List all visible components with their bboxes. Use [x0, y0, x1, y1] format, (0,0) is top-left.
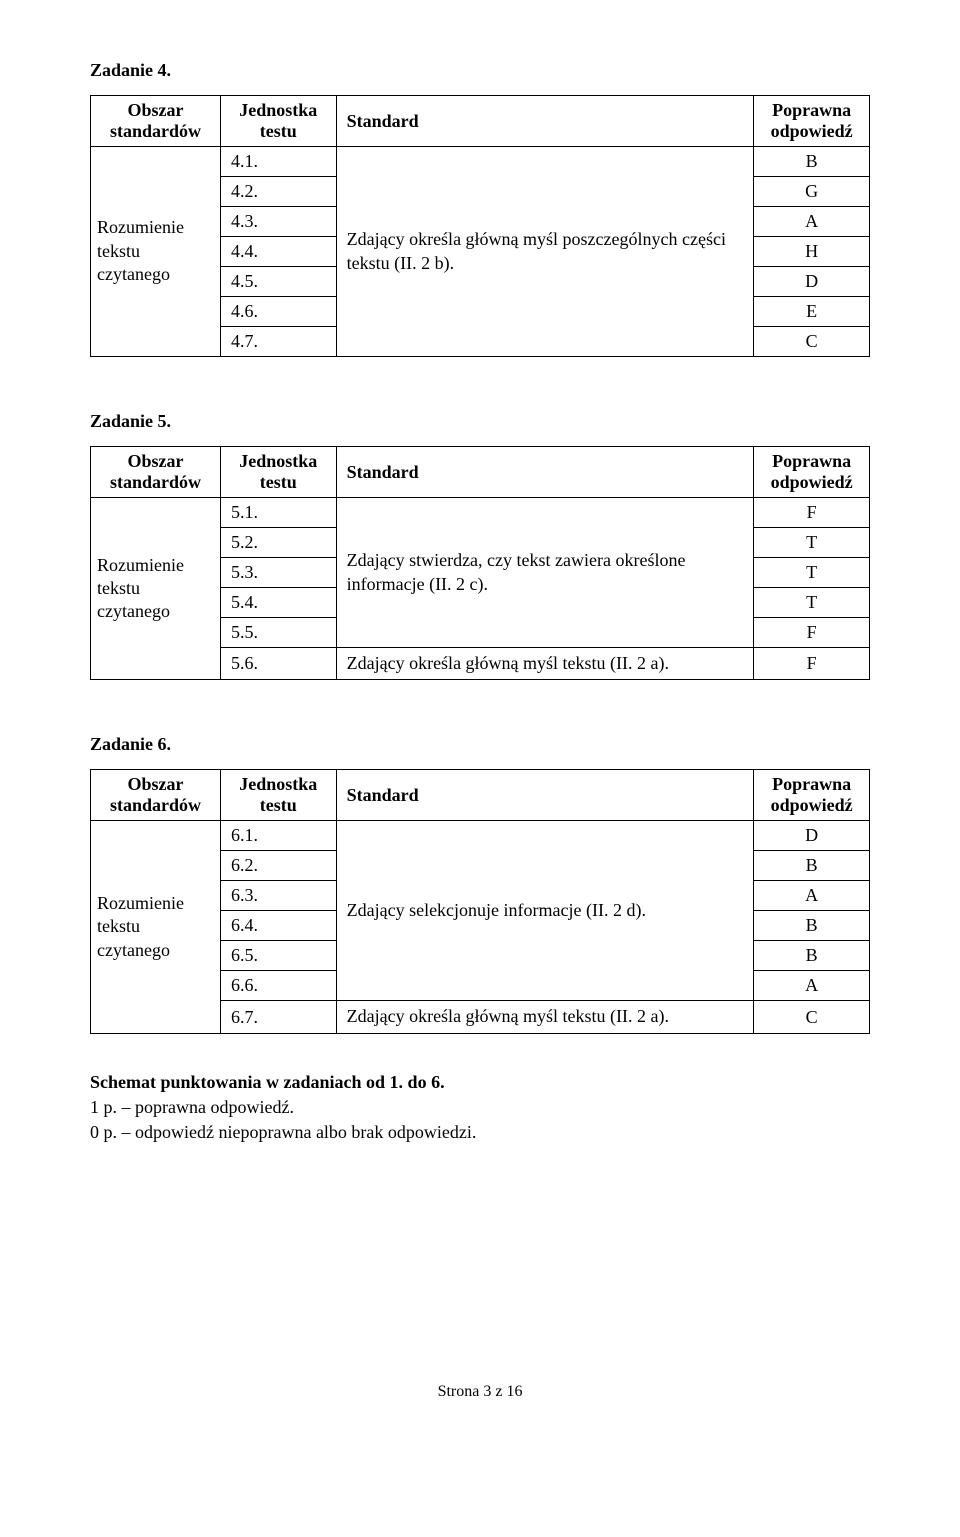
task4-title: Zadanie 4. [90, 60, 870, 81]
task4-unit: 4.6. [220, 297, 336, 327]
task5-title: Zadanie 5. [90, 411, 870, 432]
task6-ans: B [754, 941, 870, 971]
task5-standard-2: Zdający określa główną myśl tekstu (II. … [336, 648, 754, 680]
task4-unit: 4.2. [220, 177, 336, 207]
task5-ans: F [754, 618, 870, 648]
task4-hdr-unit: Jednostka testu [220, 96, 336, 147]
scoring-line-1p: 1 p. – poprawna odpowiedź. [90, 1097, 870, 1118]
page-footer: Strona 3 z 16 [90, 1383, 870, 1401]
task5-hdr-std: Standard [336, 447, 754, 498]
task6-ans: B [754, 851, 870, 881]
task4-ans: D [754, 267, 870, 297]
task6-hdr-ans: Poprawna odpowiedź [754, 770, 870, 821]
task4-unit: 4.5. [220, 267, 336, 297]
scoring-title: Schemat punktowania w zadaniach od 1. do… [90, 1072, 870, 1093]
task6-unit: 6.1. [220, 821, 336, 851]
task4-ans: C [754, 327, 870, 357]
task6-hdr-std: Standard [336, 770, 754, 821]
task6-ans: C [754, 1001, 870, 1033]
task4-standard: Zdający określa główną myśl poszczególny… [336, 147, 754, 357]
task6-unit: 6.4. [220, 911, 336, 941]
task6-standard-1: Zdający selekcjonuje informacje (II. 2 d… [336, 821, 754, 1001]
task6-ans: B [754, 911, 870, 941]
task4-area: Rozumienie tekstu czytanego [91, 147, 221, 357]
task5-area: Rozumienie tekstu czytanego [91, 498, 221, 680]
task6-table: Obszar standardów Jednostka testu Standa… [90, 769, 870, 1033]
task4-ans: E [754, 297, 870, 327]
task5-table: Obszar standardów Jednostka testu Standa… [90, 446, 870, 680]
task6-title: Zadanie 6. [90, 734, 870, 755]
task5-unit: 5.2. [220, 528, 336, 558]
task6-unit: 6.6. [220, 971, 336, 1001]
task5-ans: F [754, 648, 870, 680]
task5-unit: 5.1. [220, 498, 336, 528]
task4-ans: G [754, 177, 870, 207]
task5-hdr-unit: Jednostka testu [220, 447, 336, 498]
task5-standard-1: Zdający stwierdza, czy tekst zawiera okr… [336, 498, 754, 648]
task4-hdr-std: Standard [336, 96, 754, 147]
task4-ans: H [754, 237, 870, 267]
task5-hdr-area: Obszar standardów [91, 447, 221, 498]
task6-ans: D [754, 821, 870, 851]
task6-unit: 6.3. [220, 881, 336, 911]
task4-hdr-ans: Poprawna odpowiedź [754, 96, 870, 147]
task4-table: Obszar standardów Jednostka testu Standa… [90, 95, 870, 357]
task5-ans: T [754, 588, 870, 618]
task6-ans: A [754, 971, 870, 1001]
task5-unit: 5.4. [220, 588, 336, 618]
task6-ans: A [754, 881, 870, 911]
task5-unit: 5.3. [220, 558, 336, 588]
task4-unit: 4.7. [220, 327, 336, 357]
task4-ans: A [754, 207, 870, 237]
task6-hdr-unit: Jednostka testu [220, 770, 336, 821]
task4-hdr-area: Obszar standardów [91, 96, 221, 147]
task4-unit: 4.1. [220, 147, 336, 177]
task5-ans: F [754, 498, 870, 528]
task4-ans: B [754, 147, 870, 177]
task6-unit: 6.7. [220, 1001, 336, 1033]
task5-unit: 5.5. [220, 618, 336, 648]
task5-unit: 5.6. [220, 648, 336, 680]
task5-ans: T [754, 528, 870, 558]
task6-unit: 6.5. [220, 941, 336, 971]
task4-unit: 4.4. [220, 237, 336, 267]
task6-hdr-area: Obszar standardów [91, 770, 221, 821]
task4-unit: 4.3. [220, 207, 336, 237]
task6-unit: 6.2. [220, 851, 336, 881]
scoring-line-0p: 0 p. – odpowiedź niepoprawna albo brak o… [90, 1122, 870, 1143]
task5-ans: T [754, 558, 870, 588]
task5-hdr-ans: Poprawna odpowiedź [754, 447, 870, 498]
task6-area: Rozumienie tekstu czytanego [91, 821, 221, 1033]
task6-standard-2: Zdający określa główną myśl tekstu (II. … [336, 1001, 754, 1033]
